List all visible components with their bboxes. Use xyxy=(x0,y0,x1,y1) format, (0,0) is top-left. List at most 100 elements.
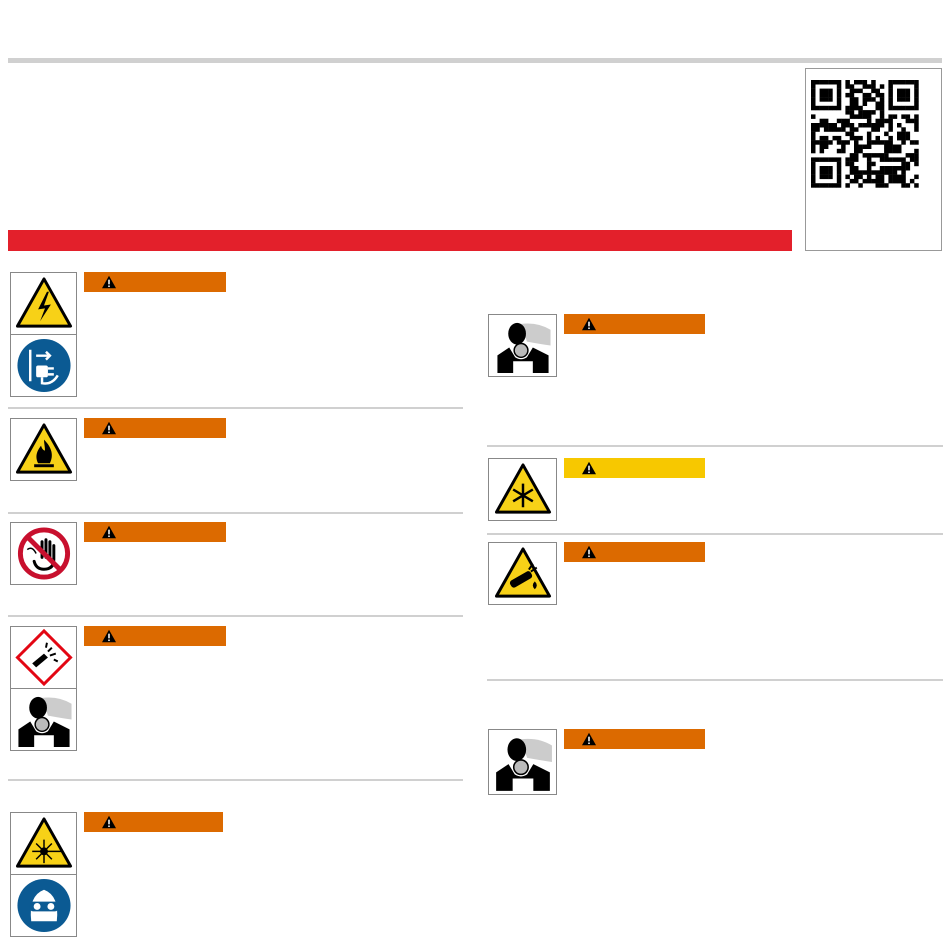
divider xyxy=(487,533,943,535)
qr-module xyxy=(858,183,863,188)
qr-module xyxy=(871,127,876,132)
qr-module xyxy=(819,97,825,102)
qr-module xyxy=(875,140,880,145)
qr-module xyxy=(897,92,902,98)
qr-module xyxy=(858,88,863,94)
qr-module xyxy=(871,153,876,158)
qr-module xyxy=(858,123,863,128)
qr-module xyxy=(828,88,833,94)
qr-module xyxy=(823,170,829,175)
qr-module xyxy=(897,135,902,141)
qr-module xyxy=(854,80,859,85)
qr-module xyxy=(811,84,816,89)
qr-module xyxy=(875,92,880,98)
qr-module xyxy=(888,97,893,102)
qr-module xyxy=(884,153,889,158)
qr-module xyxy=(854,178,859,184)
qr-module xyxy=(828,97,833,102)
qr-module xyxy=(905,153,911,158)
signal-banner xyxy=(564,314,705,334)
pictogram xyxy=(16,337,72,394)
qr-module xyxy=(854,166,859,171)
qr-module xyxy=(811,105,816,111)
qr-module xyxy=(875,178,880,184)
qr-module xyxy=(858,148,863,154)
qr-module xyxy=(815,140,820,145)
qr-module xyxy=(849,178,855,184)
qr-module xyxy=(862,110,868,115)
qr-module xyxy=(815,105,820,111)
qr-module xyxy=(832,127,837,132)
qr-module xyxy=(892,157,898,162)
qr-module xyxy=(901,88,906,94)
qr-module xyxy=(858,80,863,85)
qr-module xyxy=(875,101,880,106)
qr-module xyxy=(854,174,859,180)
qr-module xyxy=(914,118,919,124)
qr-module xyxy=(901,105,906,111)
signal-banner xyxy=(564,542,705,562)
qr-module xyxy=(836,105,842,111)
qr-module xyxy=(849,101,855,106)
qr-module xyxy=(892,105,898,111)
qr-module xyxy=(909,140,915,145)
qr-module xyxy=(905,183,911,188)
qr-module xyxy=(901,114,906,119)
qr-module xyxy=(811,97,816,102)
qr-module xyxy=(879,140,885,145)
qr-module xyxy=(862,178,868,184)
qr-module xyxy=(914,153,919,158)
qr-module xyxy=(815,127,820,132)
qr-module xyxy=(866,170,872,175)
qr-module xyxy=(849,135,855,141)
qr-module xyxy=(811,178,816,184)
qr-module xyxy=(836,161,842,167)
qr-module xyxy=(909,153,915,158)
qr-module xyxy=(879,157,885,162)
qr-module xyxy=(836,166,842,171)
qr-module xyxy=(832,105,837,111)
qr-module xyxy=(897,88,902,94)
qr-module xyxy=(879,110,885,115)
qr-module xyxy=(811,183,816,188)
qr-module xyxy=(828,80,833,85)
qr-module xyxy=(862,123,868,128)
qr-module xyxy=(897,144,902,149)
qr-module xyxy=(858,135,863,141)
signal-banner xyxy=(564,458,705,478)
qr-module xyxy=(892,166,898,171)
qr-module xyxy=(849,153,855,158)
qr-module xyxy=(888,118,893,124)
qr-module xyxy=(914,148,919,154)
qr-module xyxy=(811,131,816,137)
top-rule xyxy=(8,58,942,63)
qr-module xyxy=(888,105,893,111)
qr-module xyxy=(892,144,898,149)
qr-module xyxy=(862,80,868,85)
qr-module xyxy=(897,123,902,128)
qr-module xyxy=(811,140,816,145)
qr-module xyxy=(897,80,902,85)
pictogram xyxy=(15,691,73,748)
qr-module xyxy=(832,123,837,128)
qr-module xyxy=(862,101,868,106)
qr-module xyxy=(811,157,816,162)
qr-module xyxy=(836,92,842,98)
qr-module xyxy=(892,178,898,184)
qr-module xyxy=(828,127,833,132)
qr-module xyxy=(871,84,876,89)
qr-module xyxy=(832,157,837,162)
qr-module xyxy=(811,92,816,98)
qr-module xyxy=(811,123,816,128)
pictogram xyxy=(493,732,553,792)
qr-module xyxy=(828,92,833,98)
qr-module xyxy=(892,170,898,175)
qr-module xyxy=(823,123,829,128)
divider xyxy=(8,512,463,514)
qr-module xyxy=(823,80,829,85)
signal-banner xyxy=(84,626,226,646)
qr-module xyxy=(811,127,816,132)
qr-module xyxy=(875,118,880,124)
qr-module xyxy=(858,105,863,111)
qr-module xyxy=(909,157,915,162)
